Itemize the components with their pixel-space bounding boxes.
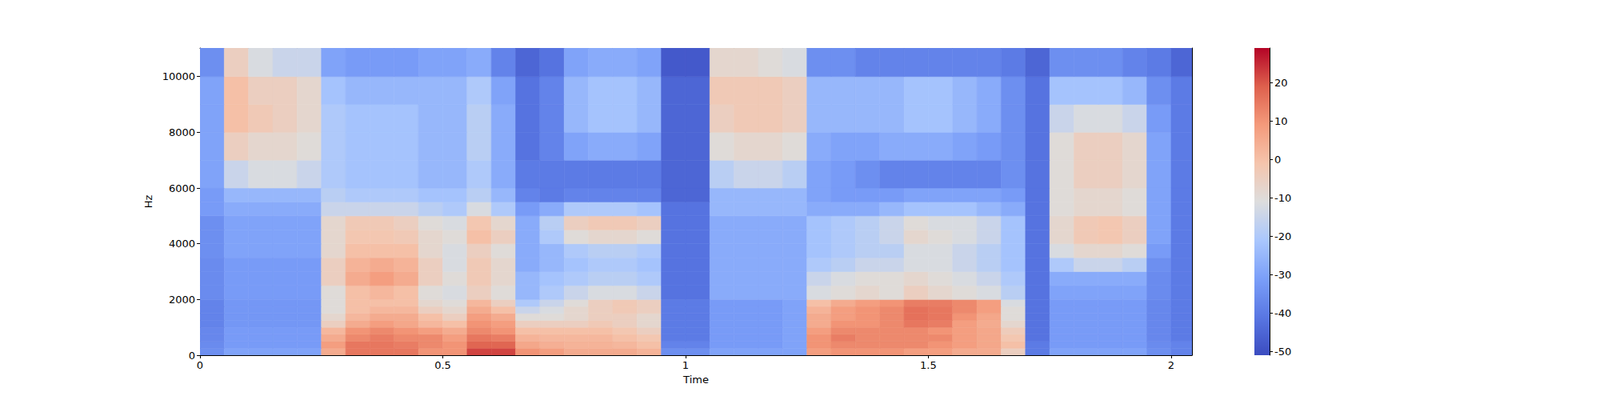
svg-text:1.5: 1.5 — [920, 359, 937, 372]
svg-text:2: 2 — [1168, 359, 1175, 372]
svg-text:-20: -20 — [1274, 230, 1292, 243]
svg-text:-30: -30 — [1274, 268, 1292, 281]
svg-text:0: 0 — [196, 359, 204, 372]
svg-text:20: 20 — [1274, 76, 1288, 89]
svg-text:0: 0 — [188, 349, 196, 362]
svg-text:1: 1 — [682, 359, 689, 372]
svg-text:-40: -40 — [1274, 307, 1292, 320]
svg-text:-10: -10 — [1274, 192, 1292, 204]
svg-text:Time: Time — [682, 373, 709, 386]
svg-text:10000: 10000 — [162, 70, 196, 83]
svg-text:-50: -50 — [1274, 345, 1292, 358]
svg-text:4000: 4000 — [168, 237, 196, 250]
svg-text:8000: 8000 — [168, 126, 196, 139]
svg-text:2000: 2000 — [168, 293, 196, 306]
svg-text:Hz: Hz — [142, 195, 155, 209]
svg-text:0: 0 — [1274, 153, 1281, 166]
svg-text:0.5: 0.5 — [434, 359, 452, 372]
svg-text:10: 10 — [1274, 115, 1288, 128]
svg-text:6000: 6000 — [168, 182, 196, 195]
